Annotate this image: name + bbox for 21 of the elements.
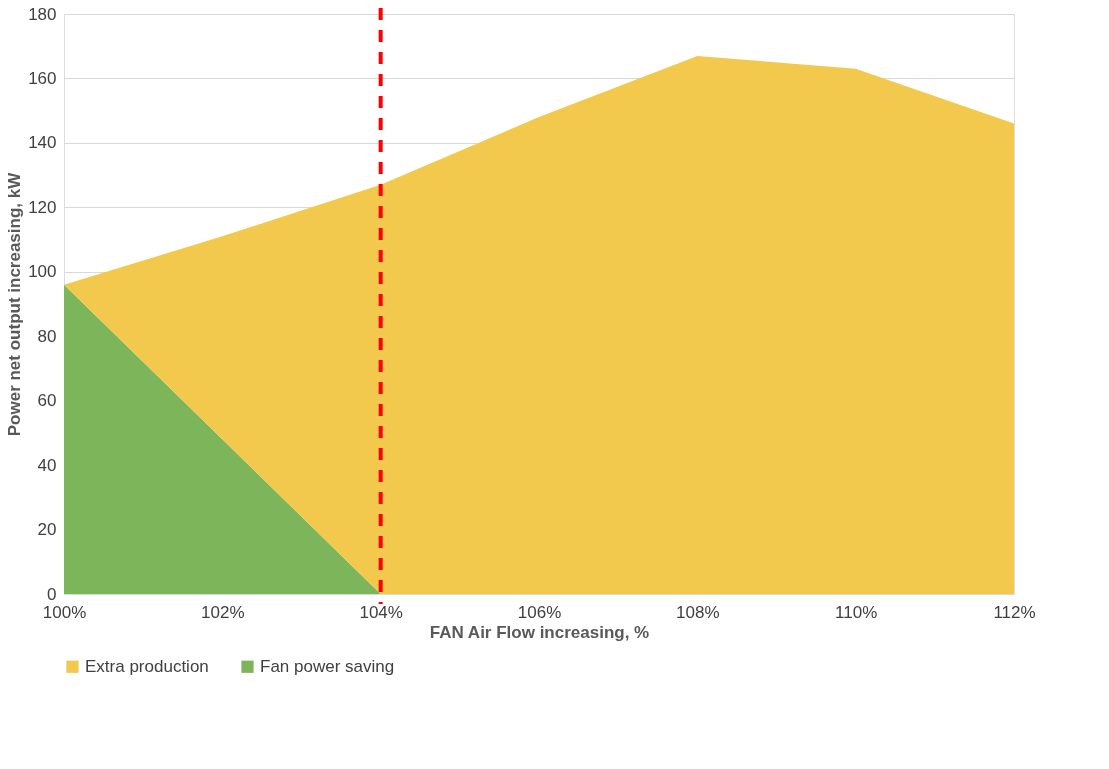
x-tick-label: 100%	[42, 602, 87, 622]
legend-label: Fan power saving	[260, 656, 395, 676]
x-tick-label: 106%	[517, 602, 562, 622]
y-tick-label: 80	[37, 326, 57, 346]
y-tick-label: 140	[28, 133, 57, 153]
y-axis-title: Power net output increasing, kW	[5, 171, 25, 437]
y-tick-label: 60	[37, 391, 57, 411]
y-tick-label: 180	[28, 4, 57, 24]
y-tick-label: 40	[37, 455, 57, 475]
y-tick-label: 100	[28, 262, 57, 282]
y-tick-label: 20	[37, 520, 57, 540]
x-tick-label: 104%	[359, 602, 403, 622]
x-tick-label: 110%	[835, 602, 878, 622]
x-tick-label: 102%	[201, 602, 245, 622]
x-tick-label: 108%	[676, 602, 720, 622]
x-axis-title: FAN Air Flow increasing, %	[429, 622, 650, 642]
y-tick-label: 0	[47, 584, 57, 604]
legend-label: Extra production	[85, 656, 209, 676]
y-tick-label: 160	[28, 68, 57, 88]
y-tick-label: 120	[28, 197, 57, 217]
x-tick-label: 112%	[993, 602, 1036, 622]
